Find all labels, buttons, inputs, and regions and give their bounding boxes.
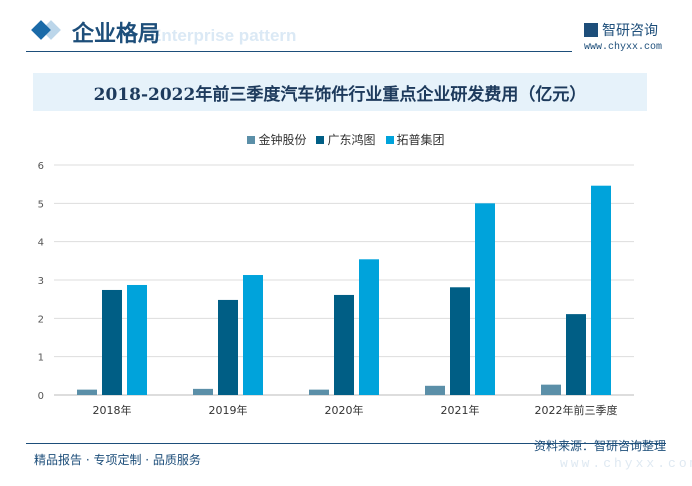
bar-2 xyxy=(243,275,263,395)
bar-2 xyxy=(475,203,495,395)
legend-label: 拓普集团 xyxy=(396,133,445,147)
source-note: 资料来源：智研咨询整理 xyxy=(534,439,667,453)
legend-swatch xyxy=(385,135,394,144)
header-divider xyxy=(26,51,572,52)
footer-divider xyxy=(26,443,666,444)
footer-watermark-url: www.chyxx.com xyxy=(560,456,692,471)
legend-swatch xyxy=(316,135,325,144)
bar-2 xyxy=(591,185,611,395)
x-tick-label: 2018年 xyxy=(93,403,132,417)
bar-1 xyxy=(334,294,354,395)
y-tick-label: 1 xyxy=(38,353,44,364)
bar-1 xyxy=(102,289,122,395)
bar-2 xyxy=(127,284,147,395)
brand-name: 智研咨询 xyxy=(602,23,658,39)
y-tick-label: 4 xyxy=(38,238,44,249)
bar-0 xyxy=(193,388,213,395)
bar-1 xyxy=(218,299,238,395)
x-tick-label: 2022年前三季度 xyxy=(535,403,618,417)
bar-1 xyxy=(566,314,586,395)
chart-title: 2018-2022年前三季度汽车饰件行业重点企业研发费用（亿元） xyxy=(33,73,647,111)
bar-2 xyxy=(359,259,379,395)
bar-0 xyxy=(309,389,329,395)
bar-0 xyxy=(425,385,445,395)
legend-item: 广东鸿图 xyxy=(316,131,376,148)
brand-url: www.chyxx.com xyxy=(584,42,663,53)
y-tick-label: 0 xyxy=(38,391,44,402)
logo-icon xyxy=(584,23,598,37)
x-tick-label: 2020年 xyxy=(325,403,364,417)
y-tick-label: 5 xyxy=(38,199,44,210)
section-title: 企业格局 xyxy=(72,22,161,47)
section-subtitle: Enterprise pattern xyxy=(150,26,297,45)
bar-1 xyxy=(450,287,470,395)
legend-label: 金钟股份 xyxy=(258,133,307,147)
legend-item: 拓普集团 xyxy=(385,131,445,148)
y-tick-label: 6 xyxy=(38,161,44,172)
bar-0 xyxy=(541,384,561,395)
footer-tagline: 精品报告 · 专项定制 · 品质服务 xyxy=(34,453,201,467)
legend-item: 金钟股份 xyxy=(247,131,306,148)
legend: 金钟股份 广东鸿图 拓普集团 xyxy=(0,131,692,148)
legend-swatch xyxy=(247,135,256,144)
legend-label: 广东鸿图 xyxy=(327,133,376,147)
x-tick-label: 2019年 xyxy=(209,403,248,417)
x-tick-label: 2021年 xyxy=(441,403,480,417)
bar-0 xyxy=(77,389,97,395)
y-tick-label: 2 xyxy=(38,314,44,325)
y-tick-label: 3 xyxy=(38,276,44,287)
brand-logo: 智研咨询 xyxy=(584,20,658,40)
